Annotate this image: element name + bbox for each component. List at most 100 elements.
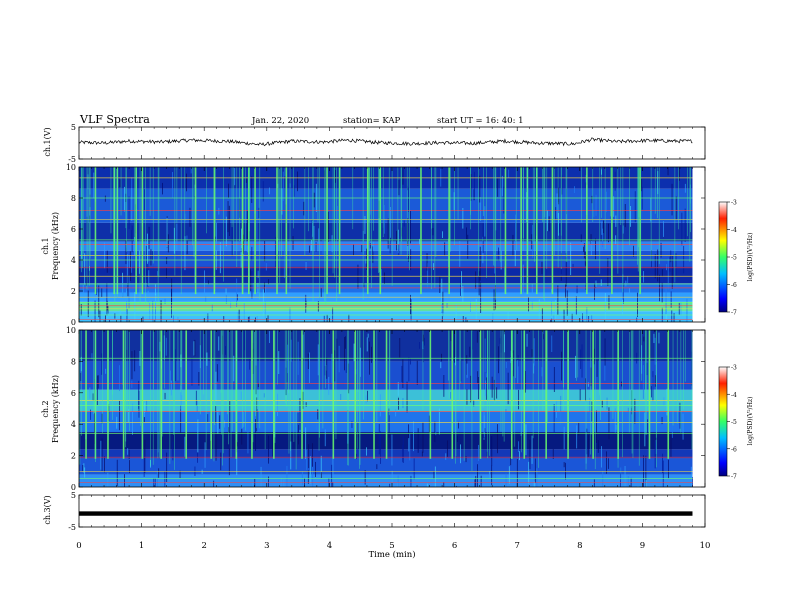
spec2-noise-streak [454,330,455,363]
spec2-noise-streak [365,395,367,404]
spec2-noise-streak [627,476,629,487]
spec2-noise-streak [100,440,102,470]
spec2-noise-streak [164,392,166,400]
spec1-noise-streak [528,297,529,312]
spec1-noise-streak [313,192,315,208]
spec1-noise-streak [684,208,686,242]
ch2-frequency-axis-label: Frequency (kHz) [51,375,60,443]
spec2-noise-streak [91,353,93,360]
colorbar-ch1-label: log(PSD)(V²/Hz) [747,233,754,282]
spec1-noise-streak [532,224,534,258]
colorbar-ch2-label: log(PSD)(V²/Hz) [747,397,754,446]
spec2-noise-streak [198,372,200,386]
spec2-noise-streak [491,465,493,486]
spec2-noise-streak [489,471,490,479]
ch3-y-tick-label: 5 [71,491,76,500]
spec1-burst-faint [87,167,89,255]
spec2-noise-streak [507,372,509,405]
spec1-burst-faint [157,167,159,302]
spec2-burst-faint [228,330,229,445]
spec1-burst [366,167,369,295]
spec2-burst-faint [295,330,297,470]
spec2-noise-streak [277,393,278,417]
spec2-noise-streak [642,365,644,399]
spec2-burst-faint [523,330,525,378]
spec1-burst-faint [319,167,320,298]
spec2-noise-streak [593,479,595,487]
spec2-noise-streak [413,421,414,452]
spec1-noise-streak [455,304,457,322]
spec2-noise-streak [195,390,197,406]
spec2-noise-streak [651,386,652,398]
spec2-noise-streak [305,402,307,407]
spec2-noise-streak [215,434,217,461]
spec1-noise-streak [514,250,516,267]
spec1-noise-streak [184,236,186,271]
spec2-burst-faint [255,330,256,417]
spec1-noise-streak [157,271,159,276]
spec1-freq-band [79,222,693,242]
spec2-noise-streak [116,459,118,486]
spec2-noise-streak [317,409,319,420]
spec2-noise-streak [170,370,171,383]
spec1-burst-faint [523,167,524,239]
spec2-burst-faint [153,330,154,389]
spec1-burst-faint [325,167,327,305]
spec2-noise-streak [416,360,418,385]
ch3-voltage-axis-label: ch.3(V) [43,495,52,524]
spec2-noise-streak [589,397,591,425]
spec1-burst-faint [678,167,679,230]
spec2-noise-streak [241,428,243,445]
spec2-noise-streak [620,467,622,481]
ch3-waveform-frame [78,494,706,528]
time-tick-label: 4 [327,541,332,551]
spec2-burst-faint [157,330,159,459]
spec2-noise-streak [360,347,361,377]
spec1-noise-streak [683,245,685,274]
spec1-noise-streak [383,204,385,234]
spec1-burst-faint [206,167,207,234]
spec1-noise-streak [251,176,253,203]
spec2-burst [210,330,213,459]
spec2-noise-streak [228,448,230,476]
spec1-noise-streak [122,276,124,298]
spec1-noise-streak [372,246,374,263]
spec2-burst-faint [322,330,324,429]
spec2-noise-streak [345,357,347,373]
spec2-noise-streak [517,360,519,384]
spec1-burst-faint [397,167,399,249]
spec1-burst-faint [522,167,524,251]
spec2-noise-streak [307,353,309,369]
spec2-burst-faint [422,330,424,411]
spec1-burst-faint [336,167,337,302]
spec2-noise-streak [218,336,220,351]
spec2-burst-faint [471,330,472,413]
spec2-burst-faint [95,330,96,462]
spec2-noise-streak [156,470,158,487]
spec2-noise-streak [305,427,307,459]
spec1-noise-streak [462,208,464,229]
spec1-noise-streak [603,220,604,234]
spec1-noise-streak [171,278,173,304]
spec1-burst-faint [495,167,496,300]
spec2-noise-streak [679,402,681,429]
spec1-noise-streak [250,269,252,292]
time-tick-label: 7 [514,541,519,551]
time-tick-label: 1 [139,541,144,551]
spec2-noise-streak [101,353,103,375]
spec2-noise-streak [484,338,486,373]
spec1-noise-streak [384,272,385,284]
spec1-burst-faint [352,167,354,230]
spec2-burst-faint [459,330,461,402]
spec1-noise-streak [144,189,145,211]
spec2-burst [354,330,357,459]
spec1-burst-faint [650,167,652,262]
spec2-noise-streak [581,344,583,378]
spec2-burst-faint [347,330,348,466]
spec1-noise-streak [248,316,250,322]
spec2-noise-streak [531,435,533,464]
spec1-burst-faint [638,167,640,218]
spec1-noise-streak [317,301,319,312]
spec2-burst [273,330,275,459]
spec2-noise-streak [408,357,410,382]
